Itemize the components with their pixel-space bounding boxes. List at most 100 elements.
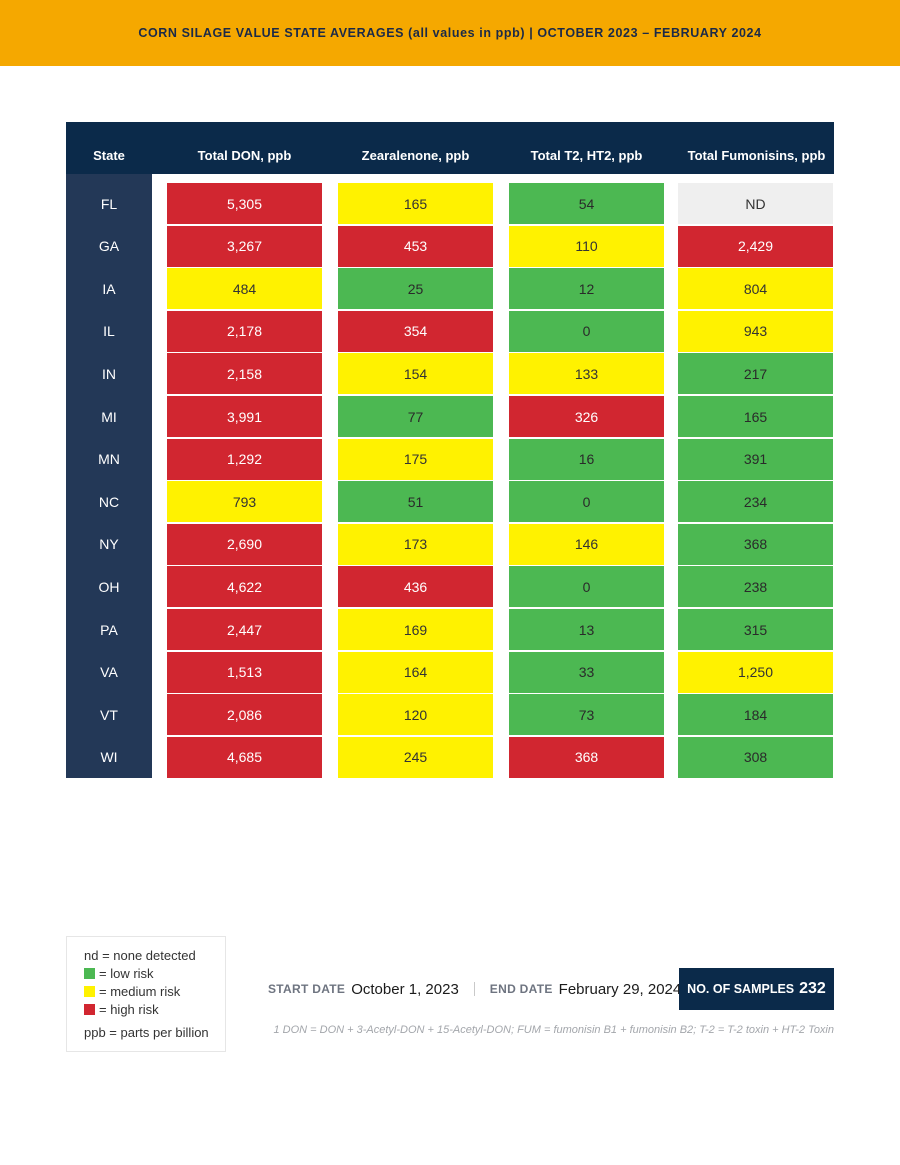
value-cell: 0: [509, 481, 664, 523]
value-cell: 0: [509, 566, 664, 608]
table-row: IA 484 25 12 804: [66, 268, 834, 310]
table-row: PA 2,447 169 13 315: [66, 609, 834, 650]
value-cell: 175: [338, 438, 493, 480]
value-cell: 33: [509, 651, 664, 693]
footnote: 1 DON = DON + 3-Acetyl-DON + 15-Acetyl-D…: [273, 1024, 835, 1036]
value-cell: 4,685: [167, 736, 322, 778]
value-cell: 16: [509, 438, 664, 480]
samples-count: 232: [799, 980, 826, 997]
value-cell: 154: [338, 353, 493, 395]
table-row: IL 2,178 354 0 943: [66, 310, 834, 352]
header-total-don: Total DON, ppb: [197, 147, 292, 163]
value-cell: 2,429: [678, 225, 833, 267]
table-row: IN 2,158 154 133 217: [66, 353, 834, 395]
table-row: FL 5,305 165 54 ND: [66, 183, 834, 224]
value-cell: 391: [678, 438, 833, 480]
value-cell: 2,447: [167, 609, 322, 650]
state-cell: IN: [102, 365, 116, 382]
state-cell: WI: [100, 749, 118, 766]
value-cell: 3,991: [167, 396, 322, 437]
page-title: CORN SILAGE VALUE STATE AVERAGES (all va…: [138, 26, 762, 40]
value-cell: 453: [338, 225, 493, 267]
value-cell: 217: [678, 353, 833, 395]
value-cell: 245: [338, 736, 493, 778]
state-cell: NC: [98, 493, 120, 510]
state-cell: PA: [100, 621, 118, 638]
samples-label: NO. OF SAMPLES: [687, 982, 795, 996]
legend-low-label: = low risk: [99, 965, 154, 981]
value-cell: 5,305: [167, 183, 322, 224]
value-cell: 120: [338, 694, 493, 736]
value-cell: 3,267: [167, 225, 322, 267]
value-cell: 943: [678, 310, 833, 352]
value-cell: 12: [509, 268, 664, 310]
state-cell: IL: [103, 323, 115, 340]
value-cell: 1,292: [167, 438, 322, 480]
value-cell: 484: [167, 268, 322, 310]
state-cell: OH: [98, 578, 120, 595]
legend-ppb: ppb = parts per billion: [84, 1024, 209, 1040]
table-row: NY 2,690 173 146 368: [66, 523, 834, 565]
header-zearalenone: Zearalenone, ppb: [361, 147, 470, 163]
legend-high-label: = high risk: [99, 1001, 159, 1017]
legend-nd: nd = none detected: [84, 947, 196, 963]
state-cell: FL: [100, 195, 118, 212]
state-cell: MN: [98, 451, 120, 468]
value-cell: 133: [509, 353, 664, 395]
header-state: State: [93, 147, 125, 163]
legend-high: = high risk: [84, 1000, 225, 1018]
value-cell: 804: [678, 268, 833, 310]
value-cell: 354: [338, 310, 493, 352]
value-cell: 2,086: [167, 694, 322, 736]
state-cell: IA: [102, 280, 116, 297]
state-cell: VA: [100, 664, 118, 681]
value-cell: 4,622: [167, 566, 322, 608]
table-header: State Total DON, ppb Zearalenone, ppb To…: [66, 122, 834, 174]
value-cell: 2,158: [167, 353, 322, 395]
low-risk-swatch: [84, 967, 95, 979]
value-cell: ND: [678, 183, 833, 224]
legend-medium: = medium risk: [84, 982, 225, 1000]
state-cell: GA: [98, 238, 120, 255]
value-cell: 164: [338, 651, 493, 693]
value-cell: 238: [678, 566, 833, 608]
value-cell: 2,178: [167, 310, 322, 352]
header-fumonisins: Total Fumonisins, ppb: [687, 147, 826, 163]
value-cell: 436: [338, 566, 493, 608]
date-range: START DATE October 1, 2023 END DATE Febr…: [268, 968, 681, 1010]
value-cell: 165: [338, 183, 493, 224]
title-banner: CORN SILAGE VALUE STATE AVERAGES (all va…: [0, 0, 900, 66]
value-cell: 54: [509, 183, 664, 224]
value-cell: 51: [338, 481, 493, 523]
end-date-label: END DATE: [489, 982, 553, 996]
table-row: VA 1,513 164 33 1,250: [66, 651, 834, 693]
value-cell: 146: [509, 523, 664, 565]
legend-medium-label: = medium risk: [99, 983, 181, 999]
start-date: October 1, 2023: [351, 980, 459, 998]
high-risk-swatch: [84, 1003, 95, 1015]
value-cell: 1,513: [167, 651, 322, 693]
value-cell: 234: [678, 481, 833, 523]
value-cell: 13: [509, 609, 664, 650]
value-cell: 368: [678, 523, 833, 565]
state-cell: VT: [100, 706, 118, 723]
state-cell: MI: [101, 408, 117, 425]
value-cell: 110: [509, 225, 664, 267]
table-row: OH 4,622 436 0 238: [66, 566, 834, 608]
medium-risk-swatch: [84, 985, 95, 997]
value-cell: 368: [509, 736, 664, 778]
table-row: MN 1,292 175 16 391: [66, 438, 834, 480]
start-date-label: START DATE: [268, 982, 346, 996]
samples-badge: NO. OF SAMPLES 232: [679, 968, 834, 1010]
value-cell: 793: [167, 481, 322, 523]
table-row: WI 4,685 245 368 308: [66, 736, 834, 778]
table-row: MI 3,991 77 326 165: [66, 396, 834, 437]
value-cell: 0: [509, 310, 664, 352]
value-cell: 184: [678, 694, 833, 736]
table-row: NC 793 51 0 234: [66, 481, 834, 523]
end-date: February 29, 2024: [558, 980, 682, 998]
value-cell: 169: [338, 609, 493, 650]
legend-low: = low risk: [84, 964, 225, 982]
divider: [473, 982, 475, 996]
value-cell: 25: [338, 268, 493, 310]
